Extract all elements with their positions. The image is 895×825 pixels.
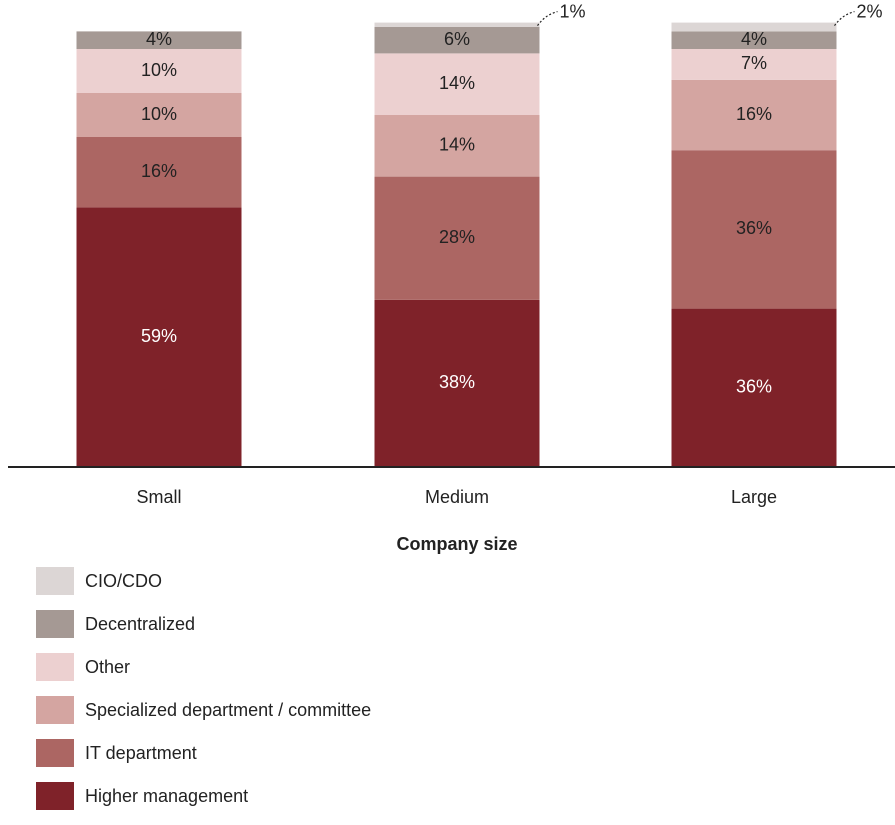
data-label-large-specialized-department-committee: 16% bbox=[736, 104, 772, 124]
data-label-large-decentralized: 4% bbox=[741, 29, 767, 49]
legend-item-other: Other bbox=[36, 653, 371, 681]
bar-segment-medium-it-department bbox=[374, 176, 540, 300]
data-label-medium-cio-cdo: 1% bbox=[560, 1, 586, 21]
legend-item-cio-cdo: CIO/CDO bbox=[36, 567, 371, 595]
data-label-large-cio-cdo: 2% bbox=[857, 1, 883, 21]
legend-label: IT department bbox=[85, 742, 197, 763]
bar-segment-medium-cio-cdo bbox=[374, 22, 540, 27]
category-label-medium: Medium bbox=[425, 487, 489, 507]
legend-item-decentralized: Decentralized bbox=[36, 610, 371, 638]
bar-segment-small-decentralized bbox=[76, 31, 242, 49]
data-label-medium-it-department: 28% bbox=[439, 227, 475, 247]
bar-segment-small-it-department bbox=[76, 137, 242, 208]
chart-legend: CIO/CDO Decentralized Other Specialized dep… bbox=[36, 567, 371, 825]
legend-swatch bbox=[36, 739, 74, 767]
data-label-medium-decentralized: 6% bbox=[444, 29, 470, 49]
bar-segment-medium-specialized-department-committee bbox=[374, 115, 540, 177]
data-label-large-other: 7% bbox=[741, 53, 767, 73]
bar-segment-large-other bbox=[671, 49, 837, 80]
legend-label: Decentralized bbox=[85, 613, 196, 634]
data-label-medium-other: 14% bbox=[439, 73, 475, 93]
bar-segment-medium-decentralized bbox=[374, 27, 540, 54]
legend-swatch bbox=[36, 610, 74, 638]
legend-item-it-department: IT department bbox=[36, 739, 371, 767]
legend-label: Specialized department / committee bbox=[85, 699, 372, 720]
legend-label: Higher management bbox=[85, 785, 249, 806]
legend-label: Other bbox=[85, 656, 131, 677]
bar-segment-small-higher-management bbox=[76, 207, 242, 467]
bar-segment-small-other bbox=[76, 49, 242, 93]
category-label-small: Small bbox=[136, 487, 181, 507]
x-axis-title: Company size bbox=[396, 534, 517, 554]
legend-swatch bbox=[36, 653, 74, 681]
legend-swatch bbox=[36, 567, 74, 595]
legend-label: CIO/CDO bbox=[85, 570, 163, 591]
bar-segment-medium-higher-management bbox=[374, 299, 540, 467]
data-label-large-higher-management: 36% bbox=[736, 377, 772, 397]
data-label-small-decentralized: 4% bbox=[146, 29, 172, 49]
bar-segment-large-higher-management bbox=[671, 308, 837, 467]
callout-line-large bbox=[834, 11, 855, 26]
data-label-large-it-department: 36% bbox=[736, 218, 772, 238]
bar-segment-large-decentralized bbox=[671, 31, 837, 49]
data-label-small-it-department: 16% bbox=[141, 161, 177, 181]
data-label-medium-specialized-department-committee: 14% bbox=[439, 135, 475, 155]
bar-segment-large-cio-cdo bbox=[671, 22, 837, 32]
callout-line-medium bbox=[537, 11, 558, 26]
stacked-bar-chart: 59% 16% 10% 10% 4% Small 38% 28% 14% 14% 6% 1% Mediu… bbox=[8, 1, 895, 554]
data-label-medium-higher-management: 38% bbox=[439, 372, 475, 392]
bar-segment-medium-other bbox=[374, 53, 540, 115]
legend-swatch bbox=[36, 696, 74, 724]
data-label-small-specialized-department-committee: 10% bbox=[141, 104, 177, 124]
legend-item-higher-management: Higher management bbox=[36, 782, 371, 810]
bar-segment-small-specialized-department-committee bbox=[76, 93, 242, 137]
legend-swatch bbox=[36, 782, 74, 810]
data-label-small-higher-management: 59% bbox=[141, 326, 177, 346]
bar-segment-large-it-department bbox=[671, 150, 837, 309]
legend-item-specialized-department-committee: Specialized department / committee bbox=[36, 696, 371, 724]
data-label-small-other: 10% bbox=[141, 60, 177, 80]
bar-segment-large-specialized-department-committee bbox=[671, 79, 837, 151]
category-label-large: Large bbox=[731, 487, 777, 507]
